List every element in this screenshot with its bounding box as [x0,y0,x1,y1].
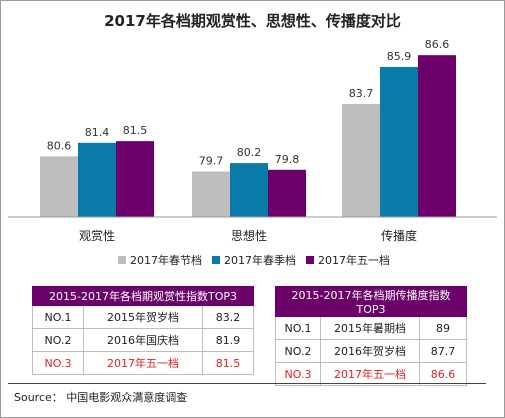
table-header: 2015-2017年各档期传播度指数TOP3 [275,286,467,317]
period-cell: 2017年五一档 [83,351,203,375]
bar-spring-season [78,142,116,217]
spread-top3-table: 2015-2017年各档期传播度指数TOP3 NO.1 2015年暑期档 89 … [275,286,467,386]
value-cell: 81.9 [202,328,254,352]
bar-spring-festival [40,156,78,217]
period-cell: 2016年国庆档 [83,328,203,352]
value-cell: 89 [419,316,467,340]
source-divider [8,383,486,384]
legend-item-spring-festival: 2017年春节档 [118,252,202,268]
rank-cell: NO.2 [32,328,84,352]
bar-spring-festival [342,104,380,217]
legend-swatch [306,256,314,264]
table-row: NO.2 2016年贺岁档 87.7 [275,339,467,363]
bar-may-day [268,169,306,217]
legend-label: 2017年春节档 [130,254,202,267]
period-cell: 2016年贺岁档 [320,339,420,363]
period-cell: 2015年暑期档 [320,316,420,340]
data-label: 81.4 [85,126,110,139]
data-label: 79.8 [275,153,300,166]
rank-cell: NO.1 [275,316,321,340]
period-cell: 2015年贺岁档 [83,305,203,329]
bar-chart: 80.6 81.4 81.5 观赏性 79.7 80.2 79.8 思想性 83.7 85.9 86… [8,38,497,243]
chart-title: 2017年各档期观赏性、思想性、传播度对比 [104,12,401,30]
rank-cell: NO.2 [275,339,321,363]
value-cell: 87.7 [419,339,467,363]
legend-swatch [212,256,220,264]
source-text: 中国电影观众满意度调查 [66,391,188,404]
legend-item-spring-season: 2017年春季档 [212,252,296,268]
value-cell: 86.6 [419,362,467,386]
bar-spring-season [230,163,268,217]
table-header-row: 2015-2017年各档期观赏性指数TOP3 [32,286,254,306]
table-header: 2015-2017年各档期观赏性指数TOP3 [32,286,254,306]
data-label: 80.2 [237,146,262,159]
legend-item-may-day: 2017年五一档 [306,252,390,268]
rank-cell: NO.3 [275,362,321,386]
legend-label: 2017年五一档 [318,254,390,267]
rank-cell: NO.1 [32,305,84,329]
table-row: NO.1 2015年贺岁档 83.2 [32,305,254,329]
category-label: 观赏性 [79,229,115,243]
table-row: NO.2 2016年国庆档 81.9 [32,328,254,352]
table-row: NO.3 2017年五一档 86.6 [275,362,467,386]
bar-spring-season [380,66,418,217]
bar-spring-festival [192,171,230,217]
bar-may-day [418,55,456,217]
table-header-row: 2015-2017年各档期传播度指数TOP3 [275,286,467,317]
category-label: 思想性 [231,228,267,243]
data-label: 85.9 [387,50,412,63]
data-label: 79.7 [199,154,224,167]
source-label: Source： [14,391,63,404]
category-label: 传播度 [381,228,417,243]
data-label: 86.6 [425,38,450,51]
value-cell: 81.5 [202,351,254,375]
ornamental-top3-table: 2015-2017年各档期观赏性指数TOP3 NO.1 2015年贺岁档 83.… [32,286,254,375]
table-row: NO.1 2015年暑期档 89 [275,316,467,340]
data-label: 80.6 [47,139,72,152]
rank-cell: NO.3 [32,351,84,375]
data-label: 81.5 [123,124,148,137]
legend-label: 2017年春季档 [224,254,296,267]
value-cell: 83.2 [202,305,254,329]
bar-may-day [116,141,154,217]
chart-legend: 2017年春节档 2017年春季档 2017年五一档 [118,252,390,268]
source-note: Source： 中国电影观众满意度调查 [14,389,187,405]
data-label: 83.7 [349,87,374,100]
table-row: NO.3 2017年五一档 81.5 [32,351,254,375]
legend-swatch [118,256,126,264]
